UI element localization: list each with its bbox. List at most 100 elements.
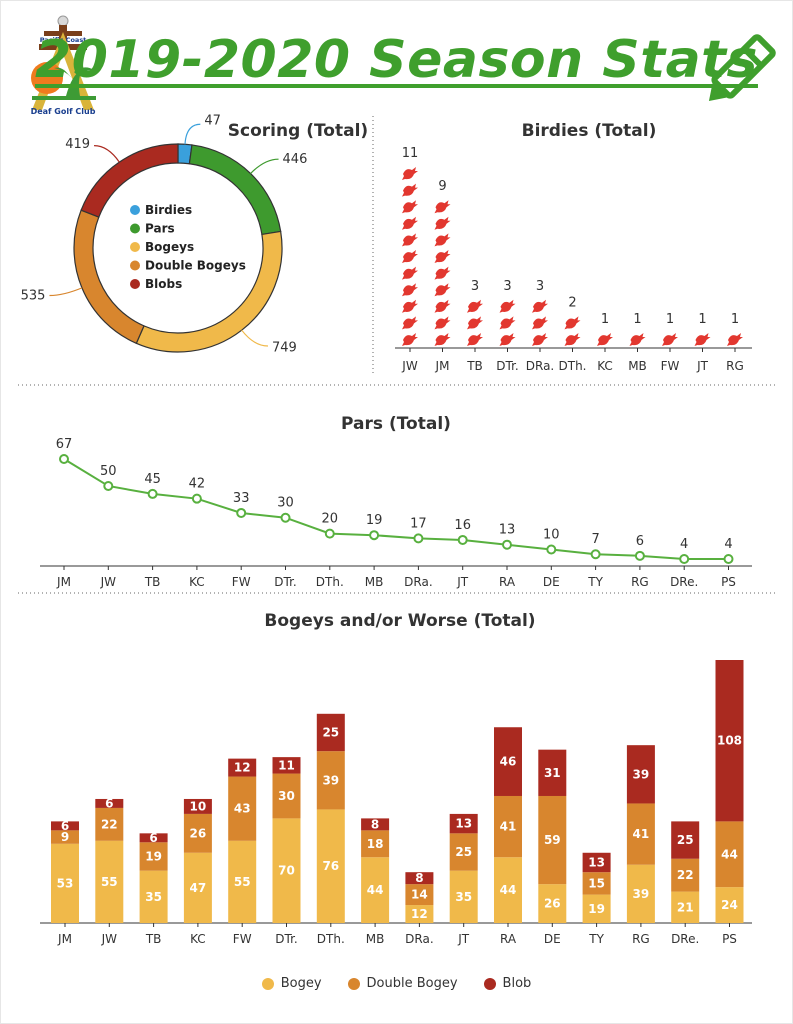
bar-double-bogey-fw xyxy=(228,776,257,841)
bar-bogey-jw xyxy=(95,840,124,923)
birdies-tick-kc: KC xyxy=(597,359,613,373)
bird-icon xyxy=(434,200,451,214)
birdies-chart-title: Birdies (Total) xyxy=(522,121,657,141)
bar-label-blob-kc: 10 xyxy=(190,799,207,813)
bar-label-bogey-rg: 39 xyxy=(633,887,650,901)
bar-bogey-mb xyxy=(361,857,390,923)
bogeys-tick-rg: RG xyxy=(632,932,650,946)
bird-icon xyxy=(532,333,548,346)
bar-label-double-bogey-mb: 18 xyxy=(367,837,384,851)
bar-label-blob-fw: 12 xyxy=(234,761,251,775)
bar-bogey-dth xyxy=(316,809,345,923)
pars-value-ps: 4 xyxy=(724,537,732,552)
bogeys-tick-dtr: DTr. xyxy=(275,932,297,946)
birdies-value-jm: 9 xyxy=(438,179,446,194)
bar-double-bogey-dtr xyxy=(272,773,301,819)
birdies-value-kc: 1 xyxy=(601,312,609,327)
bar-blob-ps xyxy=(715,660,744,822)
bar-label-double-bogey-kc: 26 xyxy=(190,826,207,840)
legend-label-bogey: Bogey xyxy=(280,976,322,991)
bird-icon xyxy=(434,333,451,346)
pars-value-rg: 6 xyxy=(636,534,644,549)
bird-icon xyxy=(434,233,451,247)
bar-label-bogey-jw: 55 xyxy=(101,875,118,889)
pars-point-ra xyxy=(502,539,512,550)
bird-icon xyxy=(434,250,451,263)
pars-point-dre xyxy=(679,554,690,564)
bar-bogey-rg xyxy=(626,864,655,923)
birdies-value-mb: 1 xyxy=(633,312,641,327)
bar-label-bogey-ty: 19 xyxy=(588,902,605,916)
bar-blob-de xyxy=(538,749,567,796)
bogeys-tick-tb: TB xyxy=(145,932,162,946)
donut-value-birdies: 47 xyxy=(204,114,221,129)
pars-tick-ra: RA xyxy=(499,575,516,589)
bar-blob-kc xyxy=(183,798,212,814)
legend-swatch-double-bogey xyxy=(347,977,360,990)
bogeys-tick-jt: JT xyxy=(457,932,470,946)
bogeys-tick-de: DE xyxy=(544,932,561,946)
pars-point-ty xyxy=(590,549,601,560)
pars-value-ra: 13 xyxy=(499,523,516,538)
pars-point-ps xyxy=(723,554,734,564)
pars-point-dth xyxy=(324,528,335,539)
birdies-tick-jt: JT xyxy=(696,359,709,373)
pars-point-rg xyxy=(634,550,645,561)
bar-blob-dth xyxy=(316,713,345,752)
birdies-value-jw: 11 xyxy=(402,146,419,161)
birdies-tick-jm: JM xyxy=(435,359,450,373)
bar-label-double-bogey-fw: 43 xyxy=(234,802,251,816)
bar-blob-dre xyxy=(671,821,700,859)
bar-double-bogey-dra xyxy=(405,884,434,906)
pars-tick-jw: JW xyxy=(100,575,117,589)
svg-text:Pacific Coast: Pacific Coast xyxy=(40,36,87,44)
bar-label-bogey-ra: 44 xyxy=(500,883,517,897)
bird-icon xyxy=(727,333,743,346)
bird-icon xyxy=(597,333,613,346)
pencil-icon xyxy=(708,34,776,102)
donut-leader-blobs xyxy=(94,145,120,163)
pars-tick-ty: TY xyxy=(587,575,603,589)
bar-label-bogey-dre: 21 xyxy=(677,900,694,914)
bar-label-double-bogey-rg: 41 xyxy=(633,827,650,841)
donut-legend-swatch-pars xyxy=(130,223,140,234)
donut-legend-label-pars: Pars xyxy=(145,222,175,236)
bogeys-legend: Bogey Double Bogey Blob xyxy=(0,976,793,991)
bar-blob-dra xyxy=(405,872,434,885)
pars-point-kc xyxy=(191,493,202,504)
bird-icon xyxy=(402,200,418,214)
bird-icon xyxy=(564,316,581,330)
bird-icon xyxy=(402,183,418,197)
birdies-value-tb: 3 xyxy=(471,279,479,294)
donut-legend-swatch-blobs xyxy=(130,279,140,289)
bar-blob-jt xyxy=(449,813,478,834)
pars-tick-tb: TB xyxy=(144,575,161,589)
bar-label-double-bogey-jt: 25 xyxy=(455,845,472,859)
bar-double-bogey-rg xyxy=(626,803,655,865)
pars-tick-jt: JT xyxy=(456,575,469,589)
bar-bogey-jm xyxy=(51,843,79,923)
bird-icon xyxy=(434,316,451,330)
bar-bogey-tb xyxy=(139,870,168,923)
pars-tick-jm: JM xyxy=(56,575,71,589)
bird-icon xyxy=(402,167,418,180)
bar-label-bogey-fw: 55 xyxy=(234,875,251,889)
bar-label-double-bogey-dth: 39 xyxy=(322,773,339,787)
birdies-value-dtr: 3 xyxy=(503,279,511,294)
bar-label-blob-tb: 6 xyxy=(149,831,157,845)
bar-label-blob-dre: 25 xyxy=(677,833,694,847)
legend-item-blob: Blob xyxy=(483,976,531,991)
bogeys-tick-jm: JM xyxy=(57,932,72,946)
bar-double-bogey-jw xyxy=(95,807,124,841)
bird-icon xyxy=(467,333,483,346)
donut-legend-swatch-double-bogeys xyxy=(130,260,140,271)
bogeys-tick-dra: DRa. xyxy=(405,932,433,946)
bar-label-double-bogey-dra: 14 xyxy=(411,888,428,902)
pars-tick-mb: MB xyxy=(365,575,384,589)
bar-label-double-bogey-jm: 9 xyxy=(61,830,69,844)
svg-text:Deaf Golf Club: Deaf Golf Club xyxy=(31,107,96,116)
birdies-tick-fw: FW xyxy=(661,359,680,373)
bird-icon xyxy=(402,233,418,247)
pars-point-dra xyxy=(413,533,424,544)
